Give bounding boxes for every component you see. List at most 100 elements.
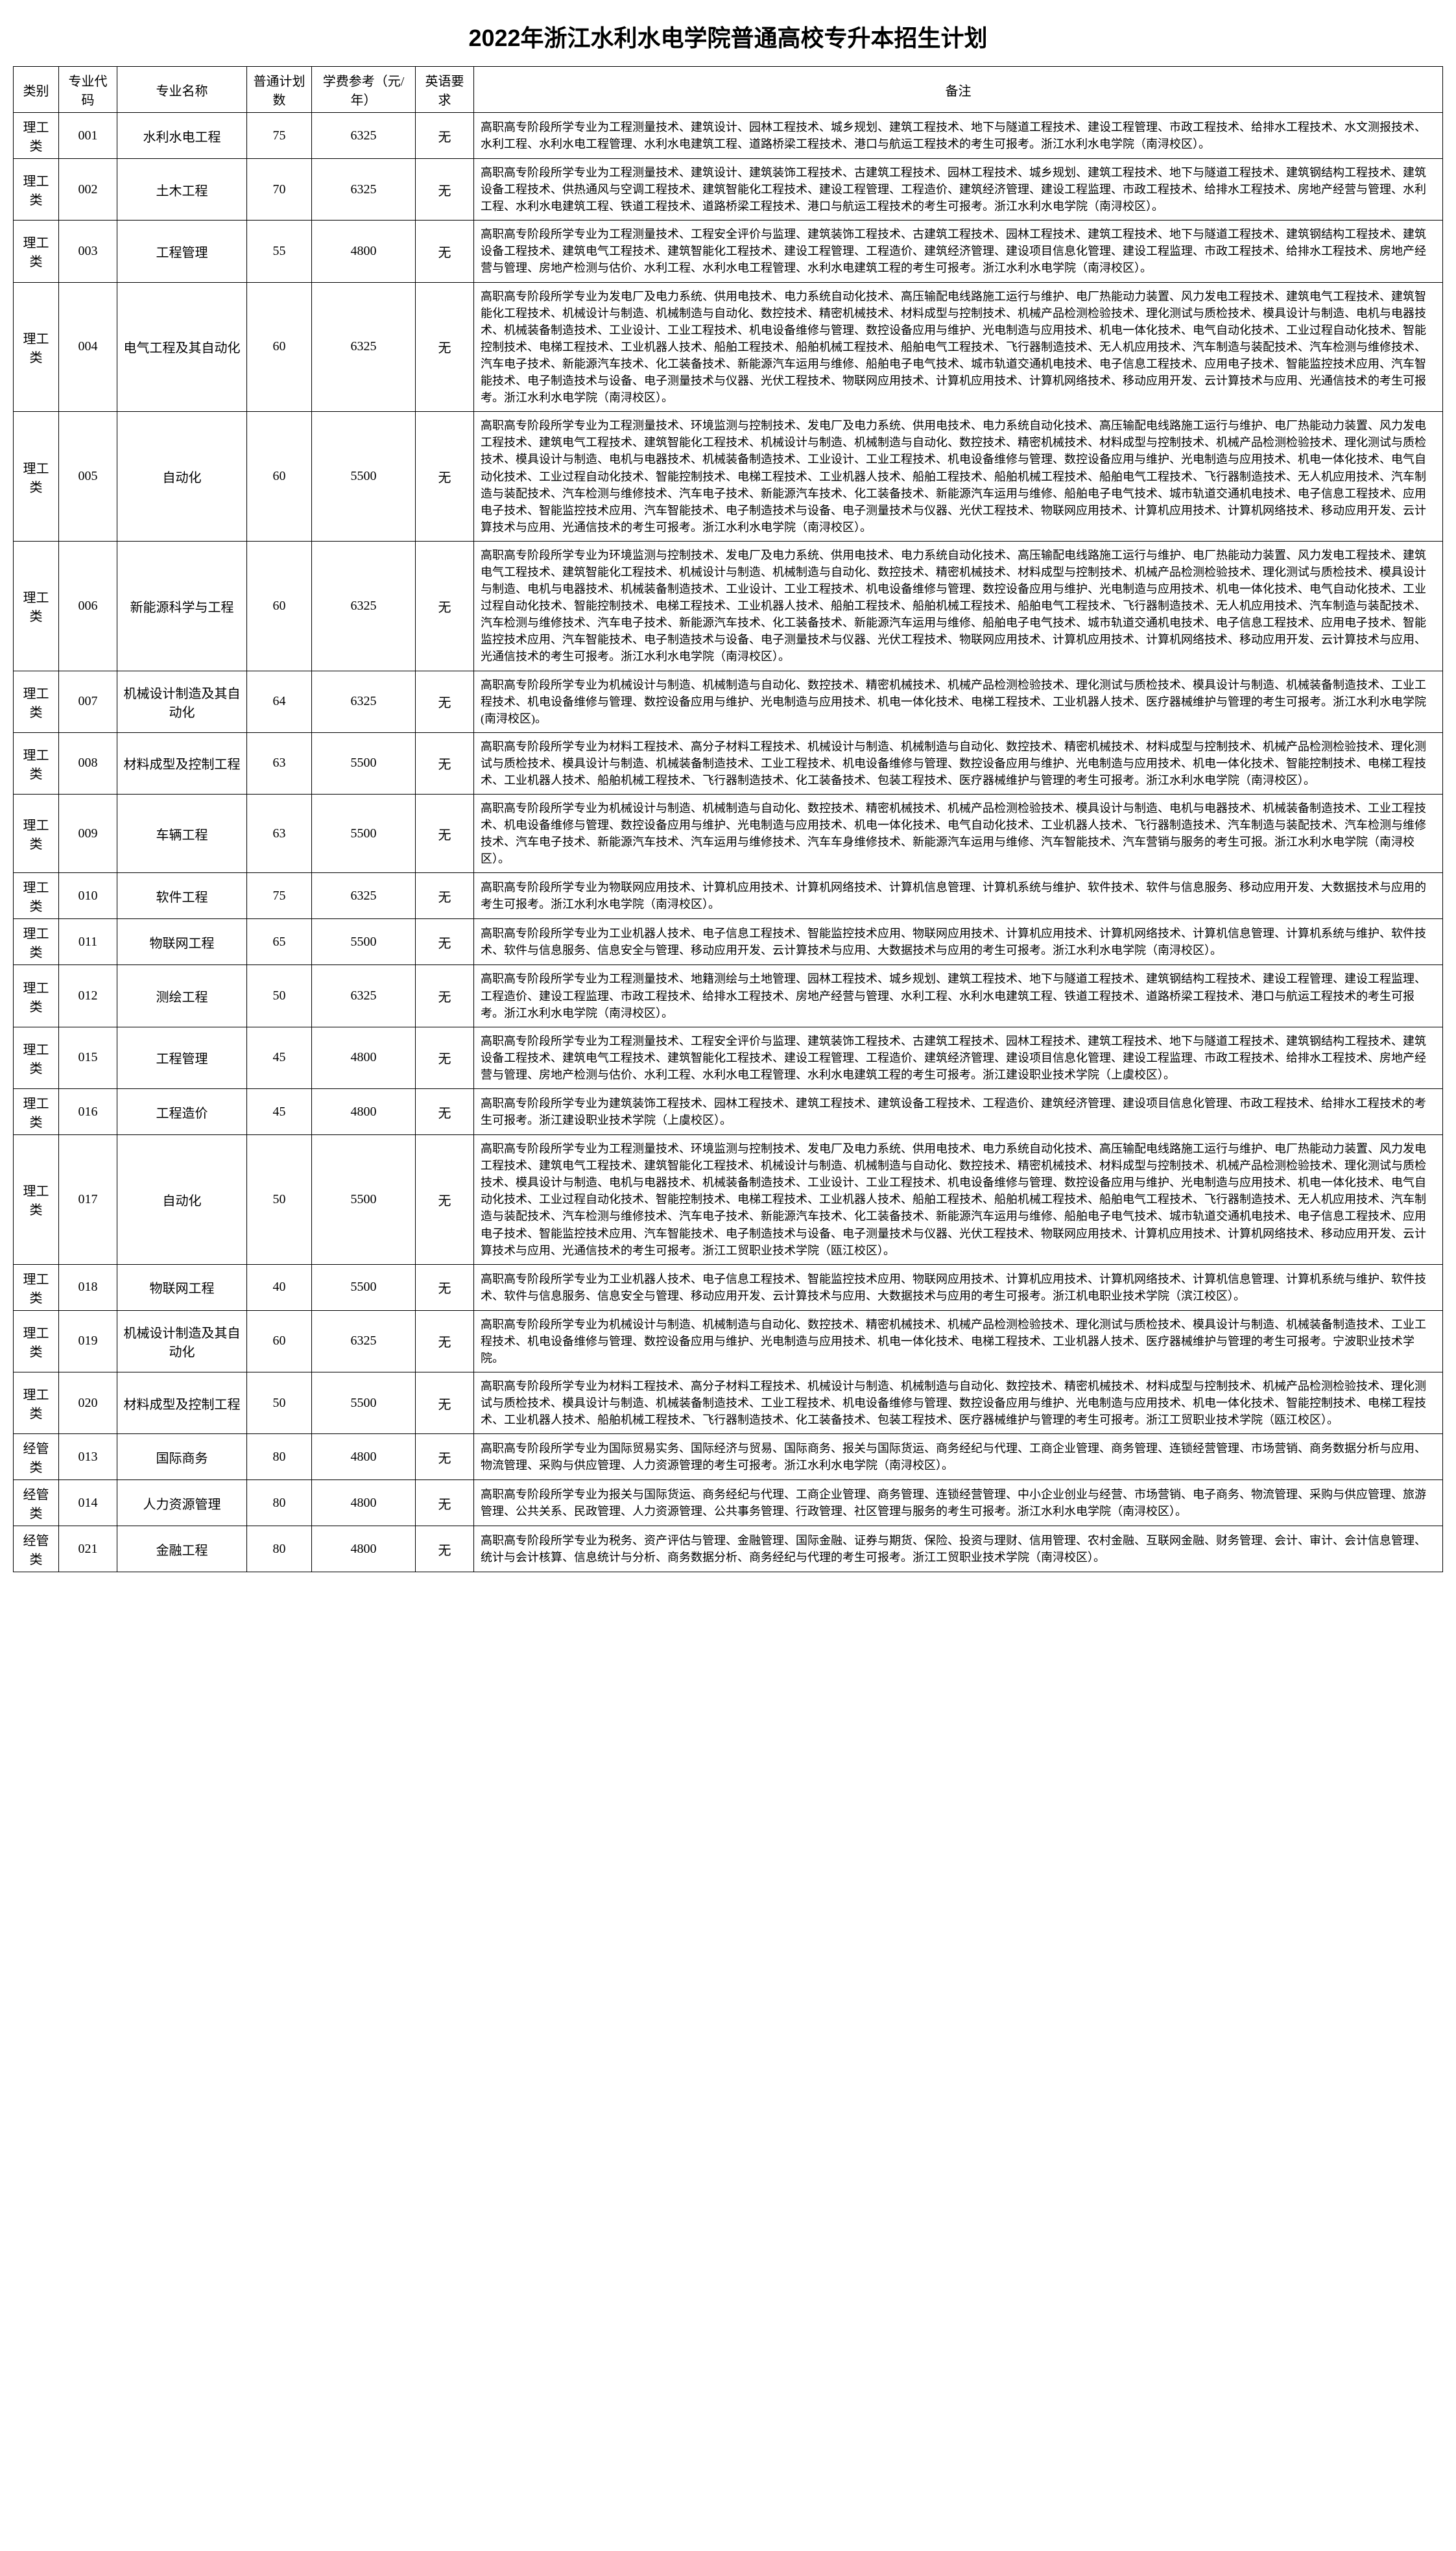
cell-category: 经管类 (14, 1434, 59, 1480)
cell-category: 经管类 (14, 1480, 59, 1526)
table-row: 理工类018物联网工程405500无高职高专阶段所学专业为工业机器人技术、电子信… (14, 1264, 1443, 1310)
cell-major-code: 015 (59, 1027, 117, 1088)
cell-english: 无 (416, 732, 474, 794)
cell-english: 无 (416, 1372, 474, 1433)
table-header-row: 类别 专业代码 专业名称 普通计划数 学费参考（元/年） 英语要求 备注 (14, 67, 1443, 113)
cell-english: 无 (416, 1264, 474, 1310)
cell-category: 理工类 (14, 541, 59, 671)
cell-remark: 高职高专阶段所学专业为工业机器人技术、电子信息工程技术、智能监控技术应用、物联网… (474, 1264, 1443, 1310)
cell-plan-count: 50 (247, 1135, 312, 1265)
cell-plan-count: 75 (247, 873, 312, 919)
cell-major-code: 014 (59, 1480, 117, 1526)
cell-major-code: 007 (59, 671, 117, 732)
cell-tuition: 6325 (312, 671, 416, 732)
cell-english: 无 (416, 412, 474, 542)
table-row: 理工类001水利水电工程756325无高职高专阶段所学专业为工程测量技术、建筑设… (14, 113, 1443, 159)
cell-remark: 高职高专阶段所学专业为工程测量技术、工程安全评价与监理、建筑装饰工程技术、古建筑… (474, 1027, 1443, 1088)
cell-tuition: 4800 (312, 1089, 416, 1135)
cell-tuition: 5500 (312, 1264, 416, 1310)
cell-remark: 高职高专阶段所学专业为机械设计与制造、机械制造与自动化、数控技术、精密机械技术、… (474, 795, 1443, 873)
cell-major-code: 008 (59, 732, 117, 794)
cell-english: 无 (416, 221, 474, 282)
cell-major-name: 国际商务 (117, 1434, 247, 1480)
col-major-name: 专业名称 (117, 67, 247, 113)
cell-major-name: 人力资源管理 (117, 1480, 247, 1526)
cell-major-code: 016 (59, 1089, 117, 1135)
table-row: 理工类011物联网工程655500无高职高专阶段所学专业为工业机器人技术、电子信… (14, 919, 1443, 965)
cell-tuition: 4800 (312, 221, 416, 282)
col-remark: 备注 (474, 67, 1443, 113)
cell-remark: 高职高专阶段所学专业为发电厂及电力系统、供用电技术、电力系统自动化技术、高压输配… (474, 282, 1443, 412)
cell-plan-count: 80 (247, 1526, 312, 1572)
cell-tuition: 5500 (312, 919, 416, 965)
table-row: 理工类012测绘工程506325无高职高专阶段所学专业为工程测量技术、地籍测绘与… (14, 965, 1443, 1027)
cell-remark: 高职高专阶段所学专业为机械设计与制造、机械制造与自动化、数控技术、精密机械技术、… (474, 1310, 1443, 1372)
cell-plan-count: 60 (247, 1310, 312, 1372)
cell-tuition: 6325 (312, 965, 416, 1027)
table-row: 经管类014人力资源管理804800无高职高专阶段所学专业为报关与国际货运、商务… (14, 1480, 1443, 1526)
cell-tuition: 6325 (312, 282, 416, 412)
table-row: 理工类009车辆工程635500无高职高专阶段所学专业为机械设计与制造、机械制造… (14, 795, 1443, 873)
cell-plan-count: 45 (247, 1089, 312, 1135)
cell-major-name: 土木工程 (117, 159, 247, 221)
cell-category: 经管类 (14, 1526, 59, 1572)
cell-plan-count: 60 (247, 282, 312, 412)
cell-tuition: 6325 (312, 1310, 416, 1372)
cell-category: 理工类 (14, 965, 59, 1027)
cell-remark: 高职高专阶段所学专业为材料工程技术、高分子材料工程技术、机械设计与制造、机械制造… (474, 732, 1443, 794)
table-row: 经管类013国际商务804800无高职高专阶段所学专业为国际贸易实务、国际经济与… (14, 1434, 1443, 1480)
cell-major-name: 车辆工程 (117, 795, 247, 873)
cell-remark: 高职高专阶段所学专业为机械设计与制造、机械制造与自动化、数控技术、精密机械技术、… (474, 671, 1443, 732)
cell-tuition: 5500 (312, 412, 416, 542)
cell-category: 理工类 (14, 113, 59, 159)
cell-remark: 高职高专阶段所学专业为环境监测与控制技术、发电厂及电力系统、供用电技术、电力系统… (474, 541, 1443, 671)
cell-category: 理工类 (14, 221, 59, 282)
cell-major-name: 水利水电工程 (117, 113, 247, 159)
cell-plan-count: 50 (247, 965, 312, 1027)
cell-major-code: 010 (59, 873, 117, 919)
cell-category: 理工类 (14, 1264, 59, 1310)
cell-plan-count: 70 (247, 159, 312, 221)
cell-english: 无 (416, 1089, 474, 1135)
cell-tuition: 5500 (312, 795, 416, 873)
cell-tuition: 4800 (312, 1027, 416, 1088)
table-row: 理工类020材料成型及控制工程505500无高职高专阶段所学专业为材料工程技术、… (14, 1372, 1443, 1433)
table-row: 理工类002土木工程706325无高职高专阶段所学专业为工程测量技术、建筑设计、… (14, 159, 1443, 221)
cell-tuition: 6325 (312, 873, 416, 919)
cell-major-code: 017 (59, 1135, 117, 1265)
cell-major-name: 物联网工程 (117, 1264, 247, 1310)
cell-plan-count: 50 (247, 1372, 312, 1433)
cell-plan-count: 45 (247, 1027, 312, 1088)
cell-tuition: 6325 (312, 541, 416, 671)
cell-major-code: 006 (59, 541, 117, 671)
cell-category: 理工类 (14, 159, 59, 221)
cell-plan-count: 65 (247, 919, 312, 965)
cell-english: 无 (416, 541, 474, 671)
cell-remark: 高职高专阶段所学专业为工业机器人技术、电子信息工程技术、智能监控技术应用、物联网… (474, 919, 1443, 965)
table-row: 理工类019机械设计制造及其自动化606325无高职高专阶段所学专业为机械设计与… (14, 1310, 1443, 1372)
cell-plan-count: 55 (247, 221, 312, 282)
table-row: 理工类016工程造价454800无高职高专阶段所学专业为建筑装饰工程技术、园林工… (14, 1089, 1443, 1135)
cell-remark: 高职高专阶段所学专业为建筑装饰工程技术、园林工程技术、建筑工程技术、建筑设备工程… (474, 1089, 1443, 1135)
cell-tuition: 5500 (312, 1135, 416, 1265)
cell-major-name: 工程管理 (117, 221, 247, 282)
cell-remark: 高职高专阶段所学专业为工程测量技术、工程安全评价与监理、建筑装饰工程技术、古建筑… (474, 221, 1443, 282)
cell-major-name: 电气工程及其自动化 (117, 282, 247, 412)
cell-english: 无 (416, 1526, 474, 1572)
cell-tuition: 4800 (312, 1480, 416, 1526)
table-row: 理工类004电气工程及其自动化606325无高职高专阶段所学专业为发电厂及电力系… (14, 282, 1443, 412)
cell-remark: 高职高专阶段所学专业为国际贸易实务、国际经济与贸易、国际商务、报关与国际货运、商… (474, 1434, 1443, 1480)
cell-remark: 高职高专阶段所学专业为工程测量技术、环境监测与控制技术、发电厂及电力系统、供用电… (474, 412, 1443, 542)
cell-major-name: 金融工程 (117, 1526, 247, 1572)
cell-plan-count: 64 (247, 671, 312, 732)
cell-remark: 高职高专阶段所学专业为工程测量技术、建筑设计、建筑装饰工程技术、古建筑工程技术、… (474, 159, 1443, 221)
cell-major-code: 005 (59, 412, 117, 542)
cell-major-name: 材料成型及控制工程 (117, 732, 247, 794)
cell-major-code: 003 (59, 221, 117, 282)
cell-plan-count: 60 (247, 412, 312, 542)
table-row: 理工类017自动化505500无高职高专阶段所学专业为工程测量技术、环境监测与控… (14, 1135, 1443, 1265)
col-major-code: 专业代码 (59, 67, 117, 113)
cell-remark: 高职高专阶段所学专业为税务、资产评估与管理、金融管理、国际金融、证券与期货、保险… (474, 1526, 1443, 1572)
cell-tuition: 4800 (312, 1434, 416, 1480)
cell-major-name: 机械设计制造及其自动化 (117, 1310, 247, 1372)
